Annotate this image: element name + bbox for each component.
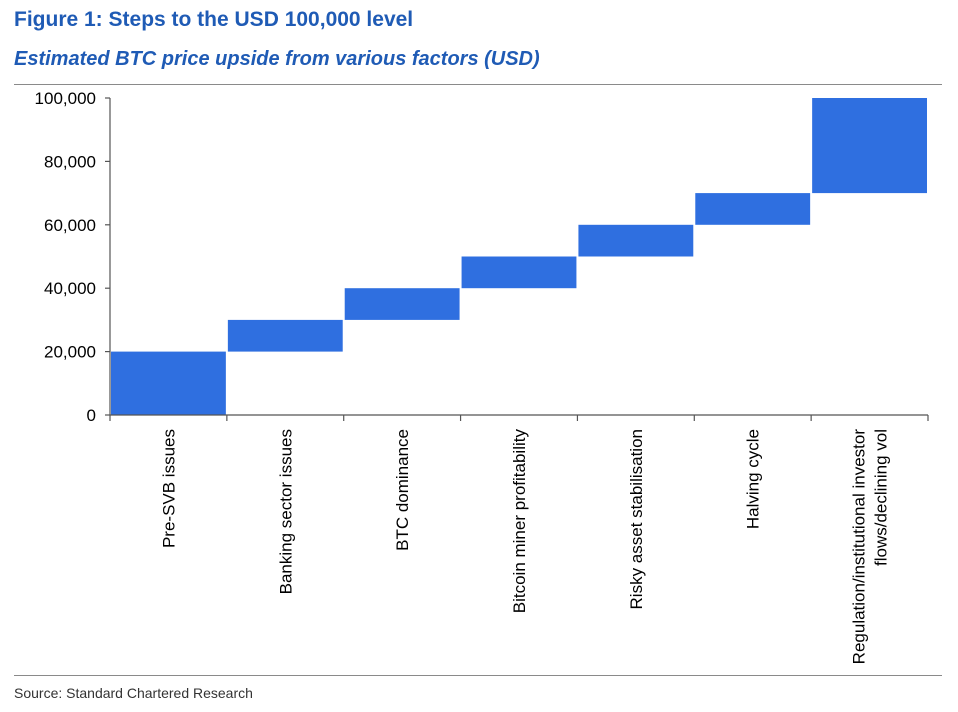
x-tick-label: Banking sector issues: [276, 429, 295, 594]
bar-4: [461, 256, 577, 289]
axes-layer: [105, 97, 929, 421]
bar-6: [695, 193, 811, 225]
y-tick-labels: 0 20,000 40,000 60,000 80,000 100,000: [35, 89, 96, 425]
x-tick-label-line: Regulation/institutional investor: [850, 429, 869, 665]
bar-2: [227, 319, 343, 352]
y-tick-label: 100,000: [35, 89, 96, 108]
x-tick-label: Halving cycle: [744, 429, 763, 529]
x-tick-label: BTC dominance: [393, 429, 412, 551]
x-tick-label: Bitcoin miner profitability: [510, 429, 529, 614]
x-tick-label-line: Halving cycle: [744, 429, 763, 529]
x-tick-label: Risky asset stabilisation: [627, 429, 646, 609]
x-tick-label: Regulation/institutional investor flows/d…: [850, 429, 891, 665]
y-tick-label: 0: [87, 406, 96, 425]
x-tick-labels: Pre-SVB issues Banking sector issues BTC d…: [159, 429, 890, 665]
top-divider: [14, 84, 942, 85]
x-tick-label-line: Bitcoin miner profitability: [510, 429, 529, 614]
x-tick-label-line: flows/declining vol: [872, 429, 891, 566]
x-tick-label-line: BTC dominance: [393, 429, 412, 551]
y-tick-label: 80,000: [44, 152, 96, 171]
bar-5: [578, 224, 694, 257]
bottom-divider: [14, 675, 942, 676]
x-tick-label-line: Risky asset stabilisation: [627, 429, 646, 609]
x-tick-label: Pre-SVB issues: [159, 429, 178, 548]
source-note: Source: Standard Chartered Research: [14, 685, 253, 701]
y-tick-label: 40,000: [44, 279, 96, 298]
bar-3: [344, 288, 460, 320]
y-tick-label: 20,000: [44, 343, 96, 362]
x-tick-label-line: Pre-SVB issues: [159, 429, 178, 548]
bar-7: [812, 98, 927, 194]
bars-layer: [111, 98, 927, 415]
chart-subtitle: Estimated BTC price upside from various …: [14, 48, 540, 70]
y-tick-label: 60,000: [44, 216, 96, 235]
bar-1: [111, 351, 226, 415]
chart-title: Figure 1: Steps to the USD 100,000 level: [14, 8, 414, 31]
x-tick-label-line: Banking sector issues: [276, 429, 295, 594]
